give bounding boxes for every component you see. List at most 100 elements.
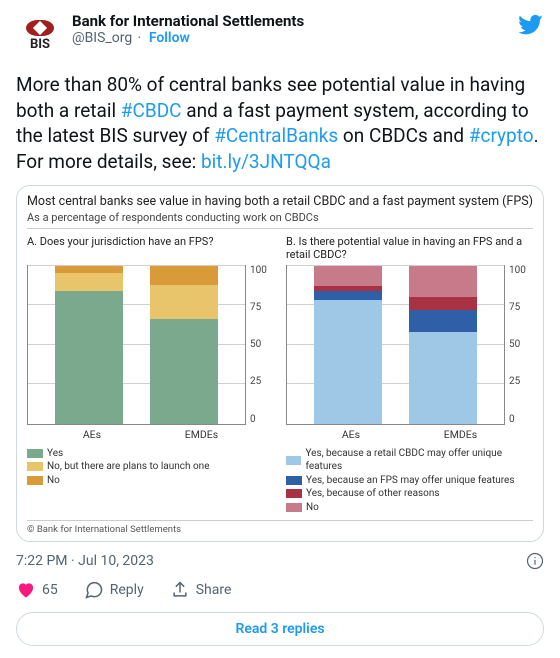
chart-panels: A. Does your jurisdiction have an FPS? 1… xyxy=(27,235,533,515)
tweet-header: BIS Bank for International Settlements @… xyxy=(16,12,544,60)
chart-segment xyxy=(314,266,382,287)
legend-label: Yes, because of other reasons xyxy=(306,487,440,501)
legend-item: Yes, because an FPS may offer unique fea… xyxy=(286,474,533,488)
legend-swatch xyxy=(286,456,301,465)
legend-item: No, but there are plans to launch one xyxy=(27,460,274,474)
panel-a-xaxis: AEs EMDEs xyxy=(27,425,274,441)
reply-label: Reply xyxy=(110,582,144,598)
yaxis-label: 50 xyxy=(250,339,261,350)
legend-label: No, but there are plans to launch one xyxy=(47,460,210,474)
share-icon xyxy=(170,580,190,600)
chart-segment xyxy=(55,291,123,424)
chart-bar xyxy=(55,266,123,424)
legend-swatch xyxy=(286,489,302,498)
yaxis-label: 0 xyxy=(509,414,515,425)
chart-segment xyxy=(314,300,382,423)
follow-link[interactable]: Follow xyxy=(149,30,190,46)
panel-a-title: A. Does your jurisdiction have an FPS? xyxy=(27,235,274,261)
reply-button[interactable]: Reply xyxy=(84,580,144,600)
xaxis-label: EMDEs xyxy=(444,428,477,441)
panel-b-plot xyxy=(286,265,505,425)
like-button[interactable]: 65 xyxy=(16,580,58,600)
avatar-logo-icon xyxy=(26,20,54,36)
share-label: Share xyxy=(196,582,232,598)
panel-b-yaxis: 100 75 50 25 0 xyxy=(505,265,533,425)
yaxis-label: 50 xyxy=(509,339,520,350)
panel-b-legend: Yes, because a retail CBDC may offer uni… xyxy=(286,447,533,515)
display-name[interactable]: Bank for International Settlements xyxy=(72,12,304,30)
legend-label: Yes, because an FPS may offer unique fea… xyxy=(306,474,515,488)
handle[interactable]: @BIS_org xyxy=(72,30,132,46)
tweet-time[interactable]: 7:22 PM xyxy=(16,553,68,569)
yaxis-label: 100 xyxy=(250,265,267,276)
chart-segment xyxy=(150,319,218,423)
legend-item: Yes, because of other reasons xyxy=(286,487,533,501)
separator-dot: · xyxy=(134,30,145,46)
panel-b-xaxis: AEs EMDEs xyxy=(286,425,533,441)
chart-bar xyxy=(314,266,382,424)
yaxis-label: 100 xyxy=(509,265,526,276)
info-icon[interactable] xyxy=(526,552,544,570)
legend-item: No xyxy=(286,501,533,515)
chart-segment xyxy=(409,310,477,332)
tweet-media[interactable]: Most central banks see value in having b… xyxy=(16,185,544,543)
tweet-meta: 7:22 PM · Jul 10, 2023 xyxy=(16,552,544,570)
panel-a-plot xyxy=(27,265,246,425)
avatar[interactable]: BIS xyxy=(16,12,64,60)
xaxis-label: AEs xyxy=(83,428,101,441)
tweet-text: More than 80% of central banks see poten… xyxy=(16,72,544,175)
tweet-date[interactable]: Jul 10, 2023 xyxy=(78,553,154,569)
like-count: 65 xyxy=(42,582,58,598)
tweet-actions: 65 Reply Share xyxy=(16,580,544,600)
reply-icon xyxy=(84,580,104,600)
chart-title: Most central banks see value in having b… xyxy=(27,194,533,209)
read-replies-button[interactable]: Read 3 replies xyxy=(16,612,544,646)
legend-swatch xyxy=(286,503,302,512)
legend-item: Yes, because a retail CBDC may offer uni… xyxy=(286,447,533,474)
xaxis-label: AEs xyxy=(342,428,360,441)
chart-segment xyxy=(409,297,477,310)
chart-panel-b: B. Is there potential value in having an… xyxy=(286,235,533,515)
yaxis-label: 75 xyxy=(250,302,261,313)
yaxis-label: 25 xyxy=(509,376,520,387)
panel-a-yaxis: 100 75 50 25 0 xyxy=(246,265,274,425)
chart-bar xyxy=(150,266,218,424)
panel-a-legend: YesNo, but there are plans to launch one… xyxy=(27,447,274,488)
legend-item: No xyxy=(27,474,274,488)
handle-row: @BIS_org · Follow xyxy=(72,30,304,47)
chart-segment xyxy=(55,266,123,274)
tweet-link[interactable]: #CentralBanks xyxy=(214,124,338,147)
legend-label: No xyxy=(47,474,60,488)
legend-swatch xyxy=(27,462,43,471)
tweet-link[interactable]: #CBDC xyxy=(121,99,182,122)
chart-panel-a: A. Does your jurisdiction have an FPS? 1… xyxy=(27,235,274,515)
chart-segment xyxy=(150,266,218,285)
legend-swatch xyxy=(27,476,43,485)
chart-segment xyxy=(55,273,123,290)
tweet-link[interactable]: #crypto xyxy=(469,124,534,147)
chart-bar xyxy=(409,266,477,424)
avatar-text: BIS xyxy=(30,37,50,52)
separator-dot: · xyxy=(68,553,79,569)
chart-subtitle: As a percentage of respondents conductin… xyxy=(27,211,533,229)
legend-item: Yes xyxy=(27,447,274,461)
heart-icon xyxy=(16,580,36,600)
chart-copyright: © Bank for International Settlements xyxy=(27,520,533,535)
chart-segment xyxy=(409,332,477,424)
yaxis-label: 0 xyxy=(250,414,256,425)
xaxis-label: EMDEs xyxy=(185,428,218,441)
legend-label: No xyxy=(306,501,319,515)
tweet-link[interactable]: bit.ly/3JNTQQa xyxy=(201,150,331,173)
legend-swatch xyxy=(27,449,43,458)
twitter-bird-icon[interactable] xyxy=(518,12,544,38)
account-names: Bank for International Settlements @BIS_… xyxy=(72,12,304,47)
yaxis-label: 25 xyxy=(250,376,261,387)
chart-segment xyxy=(150,285,218,320)
yaxis-label: 75 xyxy=(509,302,520,313)
legend-label: Yes xyxy=(47,447,63,461)
chart-segment xyxy=(314,291,382,300)
legend-label: Yes, because a retail CBDC may offer uni… xyxy=(305,447,533,474)
share-button[interactable]: Share xyxy=(170,580,232,600)
legend-swatch xyxy=(286,476,302,485)
panel-b-title: B. Is there potential value in having an… xyxy=(286,235,533,261)
